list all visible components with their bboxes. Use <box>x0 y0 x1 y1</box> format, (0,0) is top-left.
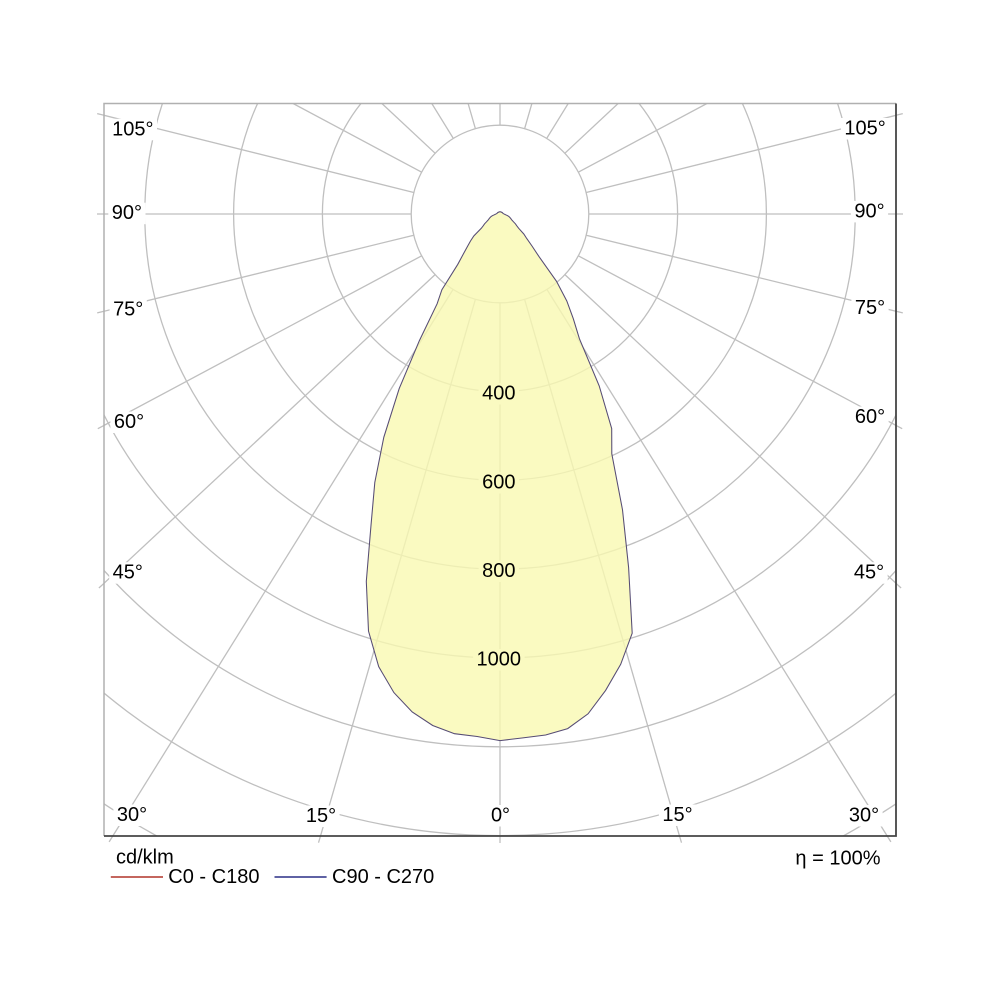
svg-text:90°: 90° <box>854 200 884 222</box>
svg-text:15°: 15° <box>306 805 336 827</box>
svg-text:800: 800 <box>482 560 515 582</box>
svg-text:C90 - C270: C90 - C270 <box>332 866 434 888</box>
svg-text:105°: 105° <box>844 118 885 140</box>
svg-text:105°: 105° <box>112 118 153 140</box>
svg-text:15°: 15° <box>662 804 692 826</box>
svg-text:45°: 45° <box>854 562 884 584</box>
svg-text:400: 400 <box>482 383 515 405</box>
svg-text:75°: 75° <box>113 299 143 321</box>
svg-text:η = 100%: η = 100% <box>795 848 880 870</box>
svg-text:75°: 75° <box>855 297 885 319</box>
svg-text:60°: 60° <box>114 411 144 433</box>
svg-text:30°: 30° <box>849 805 879 827</box>
svg-text:0°: 0° <box>491 805 510 827</box>
svg-text:600: 600 <box>482 472 515 494</box>
svg-text:30°: 30° <box>117 804 147 826</box>
svg-text:cd/klm: cd/klm <box>116 847 174 869</box>
svg-text:90°: 90° <box>112 202 142 224</box>
svg-text:1000: 1000 <box>477 649 522 671</box>
svg-text:45°: 45° <box>113 562 143 584</box>
svg-text:60°: 60° <box>855 406 885 428</box>
svg-text:C0 - C180: C0 - C180 <box>168 866 259 888</box>
